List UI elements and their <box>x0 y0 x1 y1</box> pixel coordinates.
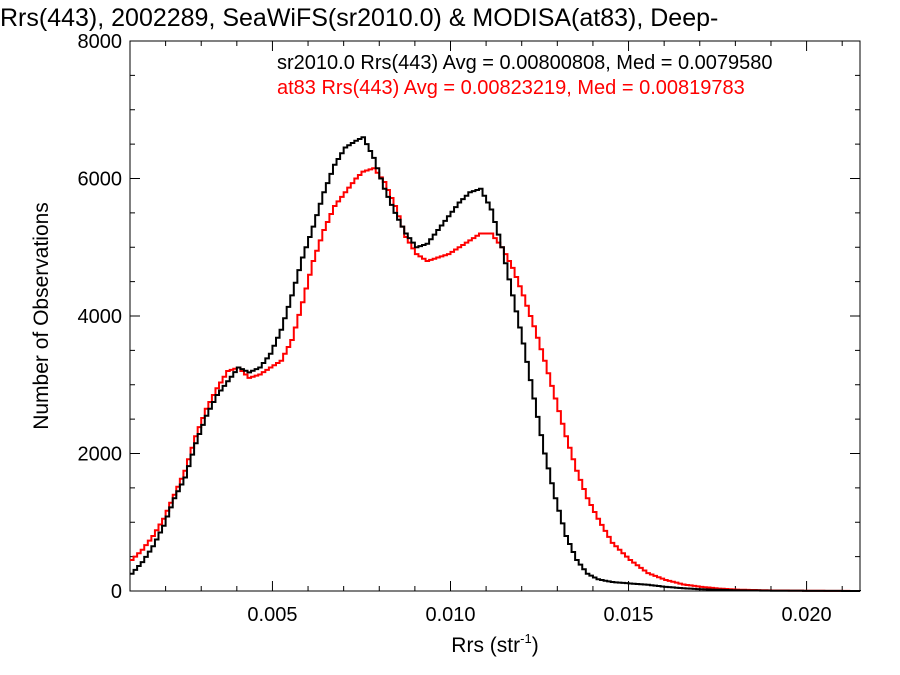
y-axis-ticks: 0 2000 4000 6000 8000 <box>78 31 860 603</box>
plot-frame <box>129 40 861 592</box>
legend-entry-at83: at83 Rrs(443) Avg = 0.00823219, Med = 0.… <box>277 77 745 99</box>
y-tick-label: 8000 <box>78 31 123 53</box>
legend: sr2010.0 Rrs(443) Avg = 0.00800808, Med … <box>277 52 773 99</box>
y-tick-label: 4000 <box>78 306 123 328</box>
x-tick-label: 0.015 <box>604 604 654 626</box>
legend-entry-sr2010: sr2010.0 Rrs(443) Avg = 0.00800808, Med … <box>277 52 773 74</box>
x-tick-label: 0.005 <box>247 604 297 626</box>
y-axis-label: Number of Observations <box>30 202 53 430</box>
y-tick-label: 0 <box>111 581 122 603</box>
plot-area-border <box>129 40 861 592</box>
x-axis-ticks: 0.005 0.010 0.015 0.020 <box>129 41 843 626</box>
x-axis-label-close: ) <box>532 634 539 657</box>
series-layer <box>130 136 861 592</box>
x-tick-label: 0.010 <box>425 604 475 626</box>
chart-title: Rrs(443), 2002289, SeaWiFS(sr2010.0) & M… <box>0 4 718 32</box>
x-axis-label-text: Rrs (str <box>451 634 520 657</box>
y-tick-label: 6000 <box>78 169 123 191</box>
x-axis-label-unit-exponent: -1 <box>520 631 532 646</box>
series-line-at83 <box>130 167 861 592</box>
x-axis-label: Rrs (str-1) <box>451 631 538 657</box>
y-tick-label: 2000 <box>78 444 123 466</box>
x-tick-label: 0.020 <box>782 604 832 626</box>
series-line-sr2010 <box>130 136 861 592</box>
